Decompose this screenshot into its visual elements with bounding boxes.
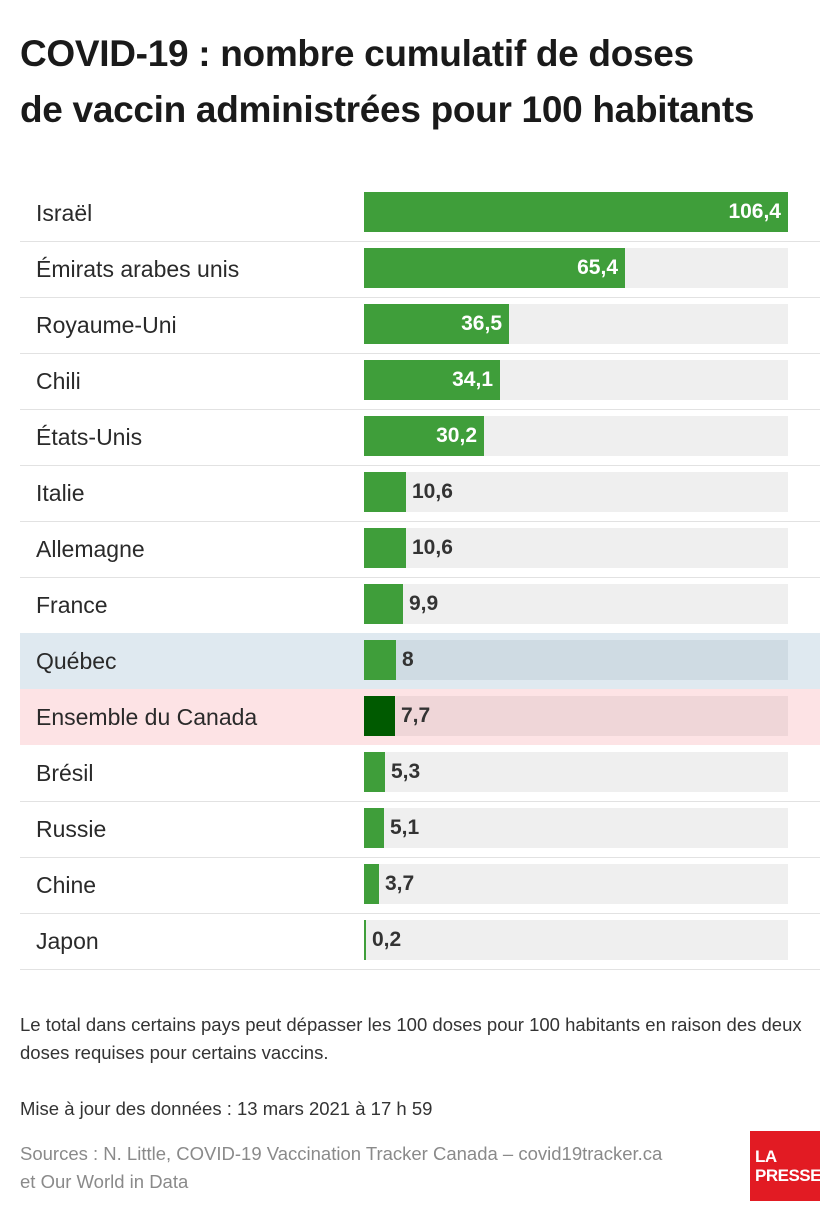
bar-track: 36,5 xyxy=(364,304,788,344)
row-divider xyxy=(20,241,820,242)
row-divider xyxy=(20,353,820,354)
chart-title: COVID-19 : nombre cumulatif de doses de … xyxy=(20,26,820,138)
bar-track: 10,6 xyxy=(364,472,788,512)
category-label: Russie xyxy=(36,816,107,842)
category-label: Japon xyxy=(36,928,99,954)
data-label: 10,6 xyxy=(412,536,453,559)
bar xyxy=(364,192,788,232)
bar-row: Japon 0,2 xyxy=(20,913,820,970)
category-label: Chili xyxy=(36,368,81,394)
bar-row: Chine 3,7 xyxy=(20,857,820,914)
category-label: Israël xyxy=(36,200,93,226)
data-label: 30,2 xyxy=(436,424,477,447)
bar-row: Brésil 5,3 xyxy=(20,745,820,802)
category-label: Royaume-Uni xyxy=(36,312,177,338)
footnote: Le total dans certains pays peut dépasse… xyxy=(20,1014,802,1063)
data-label: 10,6 xyxy=(412,480,453,503)
la-presse-logo: LA PRESSE xyxy=(750,1131,821,1201)
bar-track: 3,7 xyxy=(364,864,788,904)
bar xyxy=(364,864,379,904)
data-label: 0,2 xyxy=(372,928,402,951)
bar-row: Allemagne 10,6 xyxy=(20,521,820,578)
bar xyxy=(364,640,396,680)
category-label: Chine xyxy=(36,872,97,898)
bar-row: Russie 5,1 xyxy=(20,801,820,858)
bar xyxy=(364,248,625,288)
data-label: 3,7 xyxy=(385,872,415,895)
category-label: Québec xyxy=(36,648,117,674)
bar xyxy=(364,752,385,792)
bar xyxy=(364,528,406,568)
data-label: 9,9 xyxy=(409,592,439,615)
row-divider xyxy=(20,857,820,858)
bar xyxy=(364,696,395,736)
row-divider xyxy=(20,409,820,410)
bar-track: 8 xyxy=(364,640,788,680)
bar-track: 65,4 xyxy=(364,248,788,288)
update-timestamp: Mise à jour des données : 13 mars 2021 à… xyxy=(20,1098,433,1119)
bar-track: 10,6 xyxy=(364,528,788,568)
row-divider xyxy=(20,969,820,970)
data-label: 65,4 xyxy=(577,256,618,279)
chart-title-line-1: COVID-19 : nombre cumulatif de doses xyxy=(20,33,694,74)
bar-track: 9,9 xyxy=(364,584,788,624)
bar-track: 106,4 xyxy=(364,192,788,232)
sources-line-2: et Our World in Data xyxy=(20,1171,189,1192)
bar-row: Ensemble du Canada 7,7 xyxy=(20,689,820,745)
bar xyxy=(364,360,500,400)
data-label: 7,7 xyxy=(401,704,431,727)
category-label: Émirats arabes unis xyxy=(36,256,240,282)
data-label: 36,5 xyxy=(461,312,502,335)
bar-track: 5,3 xyxy=(364,752,788,792)
data-label: 5,1 xyxy=(390,816,420,839)
row-divider xyxy=(20,801,820,802)
category-label: États-Unis xyxy=(36,424,143,450)
data-label: 8 xyxy=(402,648,414,671)
bar-track: 30,2 xyxy=(364,416,788,456)
row-divider xyxy=(20,521,820,522)
bar xyxy=(364,584,403,624)
category-label: Ensemble du Canada xyxy=(36,704,258,730)
bar xyxy=(364,304,509,344)
row-divider xyxy=(20,577,820,578)
logo-line-2: PRESSE xyxy=(755,1166,821,1185)
row-divider xyxy=(20,913,820,914)
bar-row: Italie 10,6 xyxy=(20,465,820,522)
bar xyxy=(364,472,406,512)
sources: Sources : N. Little, COVID-19 Vaccinatio… xyxy=(20,1140,710,1196)
row-divider xyxy=(20,465,820,466)
bar-row: Québec 8 xyxy=(20,633,820,689)
bar-row: Royaume-Uni 36,5 xyxy=(20,297,820,354)
bar-track: 7,7 xyxy=(364,696,788,736)
chart-title-line-2: de vaccin administrées pour 100 habitant… xyxy=(20,89,755,130)
category-label: Brésil xyxy=(36,760,94,786)
sources-line-1: Sources : N. Little, COVID-19 Vaccinatio… xyxy=(20,1143,663,1164)
bar xyxy=(364,808,384,848)
bar-row: États-Unis 30,2 xyxy=(20,409,820,466)
bar-row: Chili 34,1 xyxy=(20,353,820,410)
bar-row: Émirats arabes unis 65,4 xyxy=(20,241,820,298)
bar xyxy=(364,416,484,456)
row-divider xyxy=(20,297,820,298)
bar-track: 34,1 xyxy=(364,360,788,400)
bar-row: France 9,9 xyxy=(20,577,820,634)
data-label: 34,1 xyxy=(452,368,493,391)
category-label: Italie xyxy=(36,480,85,506)
bar-track: 5,1 xyxy=(364,808,788,848)
bar-track: 0,2 xyxy=(364,920,788,960)
bar-row: Israël 106,4 xyxy=(20,185,820,242)
data-label: 106,4 xyxy=(728,200,781,223)
category-label: France xyxy=(36,592,108,618)
data-label: 5,3 xyxy=(391,760,421,783)
logo-line-1: LA xyxy=(755,1147,777,1166)
bar xyxy=(364,920,366,960)
category-label: Allemagne xyxy=(36,536,145,562)
